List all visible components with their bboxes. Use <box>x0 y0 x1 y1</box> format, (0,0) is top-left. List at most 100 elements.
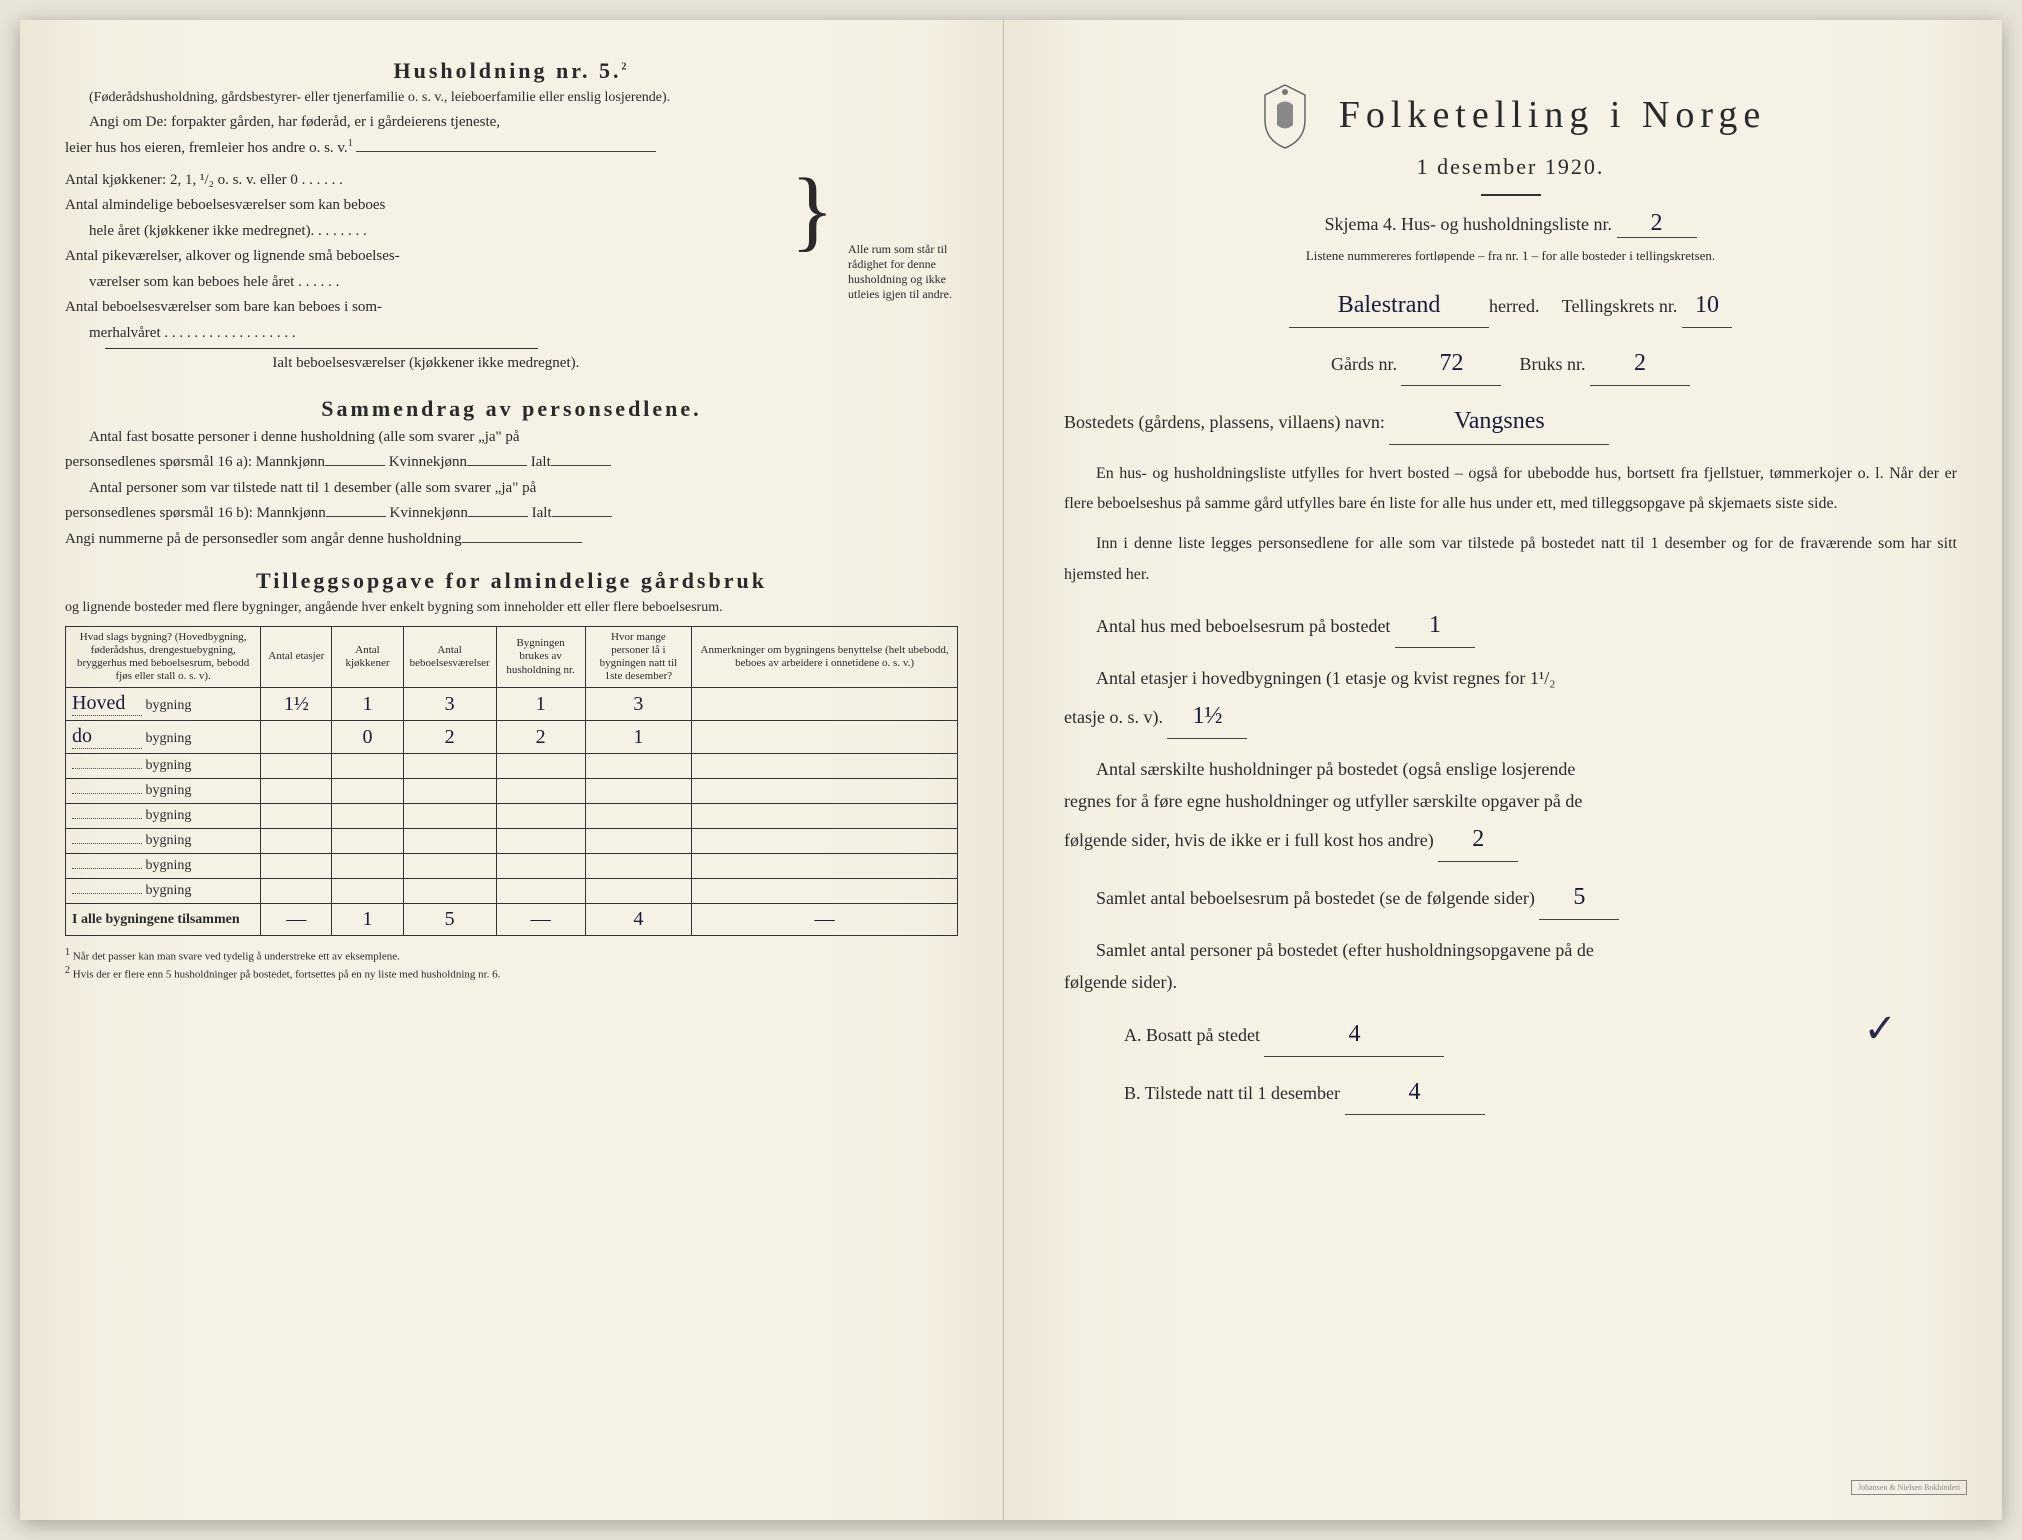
sammen-l1: Antal fast bosatte personer i denne hush… <box>65 426 958 449</box>
row-vaerelser <box>403 829 496 854</box>
left-page: Husholdning nr. 5.2 (Føderådshusholdning… <box>20 20 1004 1520</box>
row-anm <box>692 804 958 829</box>
row-etasjer <box>261 829 332 854</box>
table-row: bygning <box>66 854 958 879</box>
footnotes: 1 Når det passer kan man svare ved tydel… <box>65 946 958 982</box>
table-row: bygning <box>66 779 958 804</box>
row-hushold: 1 <box>496 688 585 721</box>
row-hushold <box>496 754 585 779</box>
row-etasjer <box>261 804 332 829</box>
total-kjokkener: 1 <box>332 904 403 936</box>
row-etasjer <box>261 721 332 754</box>
row-vaerelser <box>403 879 496 904</box>
bosted-field: Vangsnes <box>1389 400 1609 444</box>
row-kjokkener <box>332 854 403 879</box>
row-etasjer: 1½ <box>261 688 332 721</box>
pike-line1: Antal pikeværelser, alkover og lignende … <box>65 245 787 268</box>
header: Folketelling i Norge 1 desember 1920. Sk… <box>1064 80 1957 264</box>
row-vaerelser <box>403 779 496 804</box>
skjema-line: Skjema 4. Hus- og husholdningsliste nr. … <box>1064 210 1957 238</box>
sammen-l2: personsedlenes spørsmål 16 a): Mannkjønn… <box>65 451 958 474</box>
samlet-pers-row: Samlet antal personer på bostedet (efter… <box>1064 934 1957 999</box>
row-etasjer <box>261 879 332 904</box>
total-personer: 4 <box>585 904 692 936</box>
row-prefix: bygning <box>66 854 261 879</box>
table-row: do bygning0221 <box>66 721 958 754</box>
row-personer: 3 <box>585 688 692 721</box>
kjokken-line: Antal kjøkkener: 2, 1, ¹/₂ o. s. v. elle… <box>65 169 787 192</box>
tilstede-field: 4 <box>1345 1071 1485 1115</box>
sammen-l4: personsedlenes spørsmål 16 b): Mannkjønn… <box>65 502 958 525</box>
husholdning-title: Husholdning nr. 5.2 <box>65 58 958 84</box>
row-personer <box>585 879 692 904</box>
col-hushold: Bygningen brukes av husholdning nr. <box>496 626 585 688</box>
total-anm: — <box>692 904 958 936</box>
row-hushold <box>496 804 585 829</box>
row-prefix: bygning <box>66 879 261 904</box>
brace-symbol: } <box>787 166 838 378</box>
footnote-2: 2 Hvis der er flere enn 5 husholdninger … <box>65 964 958 982</box>
listene-line: Listene nummereres fortløpende – fra nr.… <box>1064 248 1957 264</box>
checkmark-icon: ✓ <box>1863 993 1897 1065</box>
table-row: Hoved bygning1½1313 <box>66 688 958 721</box>
sammendrag-title: Sammendrag av personsedlene. <box>65 396 958 422</box>
right-page: Folketelling i Norge 1 desember 1920. Sk… <box>1004 20 2002 1520</box>
row-personer: 1 <box>585 721 692 754</box>
total-vaerelser: 5 <box>403 904 496 936</box>
row-anm <box>692 829 958 854</box>
row-etasjer <box>261 854 332 879</box>
row-anm <box>692 754 958 779</box>
row-prefix: bygning <box>66 779 261 804</box>
tillegg-sub: og lignende bosteder med flere bygninger… <box>65 598 958 618</box>
document-spread: Husholdning nr. 5.2 (Føderådshusholdning… <box>20 20 2002 1520</box>
etasjer-field: 1½ <box>1167 695 1247 739</box>
row-etasjer <box>261 754 332 779</box>
row-vaerelser <box>403 754 496 779</box>
row-kjokkener <box>332 804 403 829</box>
alm-line2: hele året (kjøkkener ikke medregnet). . … <box>65 220 787 243</box>
herred-row: Balestrandherred. Tellingskrets nr. 10 <box>1064 284 1957 328</box>
date-sub: 1 desember 1920. <box>1064 154 1957 180</box>
row-vaerelser: 2 <box>403 721 496 754</box>
antal-hus-field: 1 <box>1395 604 1475 648</box>
coat-of-arms-icon <box>1255 80 1315 150</box>
row-hushold: 2 <box>496 721 585 754</box>
row-anm <box>692 779 958 804</box>
table-header-row: Hvad slags bygning? (Hovedbygning, føder… <box>66 626 958 688</box>
main-title: Folketelling i Norge <box>1339 93 1767 137</box>
samlet-rum-field: 5 <box>1539 876 1619 920</box>
total-etasjer: — <box>261 904 332 936</box>
col-etasjer: Antal etasjer <box>261 626 332 688</box>
sammen-l3: Antal personer som var tilstede natt til… <box>65 477 958 500</box>
row-vaerelser <box>403 804 496 829</box>
sommer-line2: merhalvåret . . . . . . . . . . . . . . … <box>65 322 787 345</box>
table-row: bygning <box>66 829 958 854</box>
rooms-block: Antal kjøkkener: 2, 1, ¹/₂ o. s. v. elle… <box>65 166 958 378</box>
tilstede-row: B. Tilstede natt til 1 desember 4 <box>1124 1071 1957 1115</box>
bruks-field: 2 <box>1590 342 1690 386</box>
table-total-row: I alle bygningene tilsammen — 1 5 — 4 — <box>66 904 958 936</box>
etasjer-row: Antal etasjer i hovedbygningen (1 etasje… <box>1064 662 1957 739</box>
alm-line1: Antal almindelige beboelsesværelser som … <box>65 194 787 217</box>
ialt-line: Ialt beboelsesværelser (kjøkkener ikke m… <box>65 352 787 375</box>
row-kjokkener <box>332 879 403 904</box>
col-vaerelser: Antal beboelsesværelser <box>403 626 496 688</box>
angi-line2: leier hus hos eieren, fremleier hos andr… <box>65 136 958 160</box>
tellingskrets-field: 10 <box>1682 284 1732 328</box>
antal-hus-row: Antal hus med beboelsesrum på bostedet 1 <box>1064 604 1957 648</box>
row-hushold <box>496 854 585 879</box>
row-kjokkener <box>332 829 403 854</box>
total-label: I alle bygningene tilsammen <box>66 904 261 936</box>
row-kjokkener <box>332 754 403 779</box>
col-anmerk: Anmerkninger om bygningens benyttelse (h… <box>692 626 958 688</box>
row-anm <box>692 721 958 754</box>
row-vaerelser <box>403 854 496 879</box>
row-hushold <box>496 779 585 804</box>
tillegg-title: Tilleggsopgave for almindelige gårdsbruk <box>65 568 958 594</box>
gards-row: Gårds nr. 72 Bruks nr. 2 <box>1064 342 1957 386</box>
divider <box>1481 194 1541 196</box>
buildings-table: Hvad slags bygning? (Hovedbygning, føder… <box>65 626 958 937</box>
row-personer <box>585 779 692 804</box>
brace-text: Alle rum som står til rådighet for denne… <box>838 166 958 378</box>
row-prefix: bygning <box>66 754 261 779</box>
